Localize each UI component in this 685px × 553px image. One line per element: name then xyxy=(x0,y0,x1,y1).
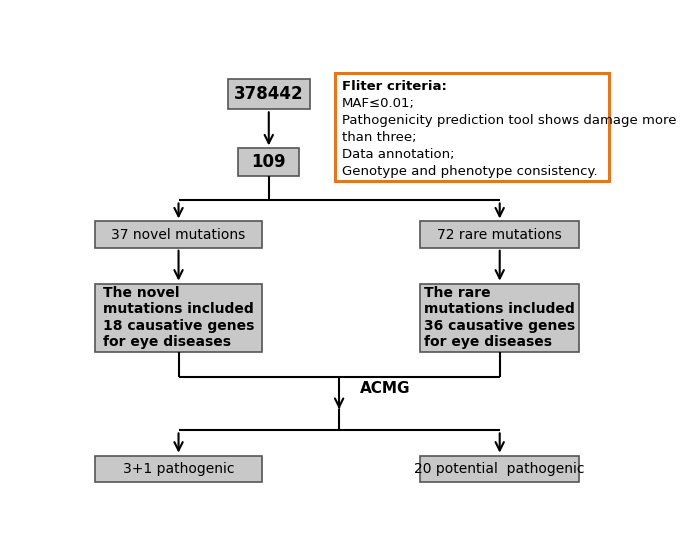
FancyBboxPatch shape xyxy=(227,79,310,109)
FancyBboxPatch shape xyxy=(95,456,262,482)
FancyBboxPatch shape xyxy=(420,221,580,248)
FancyBboxPatch shape xyxy=(95,284,262,352)
Text: The novel
mutations included
18 causative genes
for eye diseases: The novel mutations included 18 causativ… xyxy=(103,286,254,349)
Text: 72 rare mutations: 72 rare mutations xyxy=(437,227,562,242)
Text: 3+1 pathogenic: 3+1 pathogenic xyxy=(123,462,234,476)
Text: 378442: 378442 xyxy=(234,85,303,103)
Text: 37 novel mutations: 37 novel mutations xyxy=(112,227,246,242)
FancyBboxPatch shape xyxy=(420,456,580,482)
FancyBboxPatch shape xyxy=(420,284,580,352)
Text: ACMG: ACMG xyxy=(360,382,411,397)
Text: MAF≤0.01;
Pathogenicity prediction tool shows damage more
than three;
Data annot: MAF≤0.01; Pathogenicity prediction tool … xyxy=(342,97,676,178)
FancyBboxPatch shape xyxy=(238,148,299,176)
FancyBboxPatch shape xyxy=(95,221,262,248)
Text: The rare
mutations included
36 causative genes
for eye diseases: The rare mutations included 36 causative… xyxy=(424,286,575,349)
Text: 109: 109 xyxy=(251,153,286,171)
FancyBboxPatch shape xyxy=(335,73,608,181)
Text: 20 potential  pathogenic: 20 potential pathogenic xyxy=(414,462,585,476)
Text: Fliter criteria:: Fliter criteria: xyxy=(342,80,447,93)
